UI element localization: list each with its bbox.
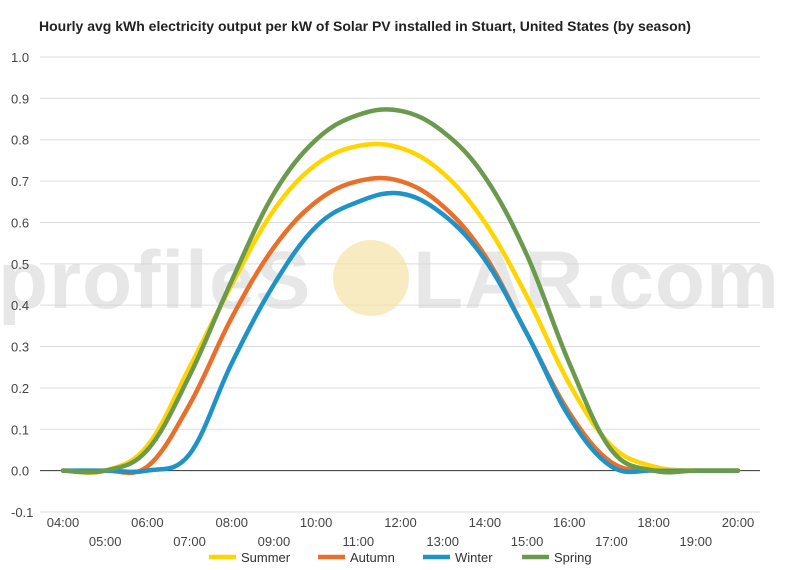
- y-tick-label: 0.1: [11, 422, 29, 437]
- x-tick-label: 04:00: [47, 515, 80, 530]
- legend-label-winter: Winter: [455, 550, 493, 565]
- series-line-summer: [60, 141, 741, 475]
- legend-label-summer: Summer: [241, 550, 291, 565]
- y-tick-label: 0.8: [11, 133, 29, 148]
- x-tick-label: 07:00: [173, 534, 206, 549]
- chart-title: Hourly avg kWh electricity output per kW…: [39, 18, 691, 34]
- x-tick-label: 14:00: [469, 515, 502, 530]
- x-tick-label: 10:00: [300, 515, 333, 530]
- x-tick-label: 17:00: [595, 534, 628, 549]
- x-tick-label: 06:00: [131, 515, 164, 530]
- watermark-text-right: LAR.com: [413, 235, 780, 326]
- x-tick-label: 20:00: [722, 515, 755, 530]
- series-line-spring: [60, 107, 741, 475]
- y-tick-label: 0.4: [11, 298, 29, 313]
- y-tick-label: 0.2: [11, 381, 29, 396]
- series-line-winter: [60, 190, 741, 475]
- x-tick-label: 13:00: [426, 534, 459, 549]
- y-tick-label: 0.9: [11, 91, 29, 106]
- x-tick-label: 19:00: [680, 534, 713, 549]
- watermark: profileS LAR.com: [0, 235, 780, 326]
- x-tick-label: 18:00: [637, 515, 670, 530]
- x-tick-label: 15:00: [511, 534, 544, 549]
- y-tick-label: 0.5: [11, 257, 29, 272]
- y-tick-label: 1.0: [11, 50, 29, 65]
- x-tick-label: 08:00: [215, 515, 248, 530]
- legend: Summer Autumn Winter Spring: [209, 550, 592, 565]
- watermark-text-left: profileS: [0, 235, 311, 326]
- y-tick-label: -0.1: [11, 505, 33, 520]
- legend-label-autumn: Autumn: [350, 550, 395, 565]
- y-axis: -0.1 0.0 0.1 0.2 0.3 0.4 0.5 0.6 0.7 0.8 0.9 1.0: [11, 50, 33, 520]
- y-tick-label: 0.7: [11, 174, 29, 189]
- series-lines: [60, 107, 741, 476]
- y-tick-label: 0.6: [11, 215, 29, 230]
- x-axis: 04:00 05:00 06:00 07:00 08:00 09:00 10:00 11:00…: [47, 515, 755, 549]
- x-tick-label: 12:00: [384, 515, 417, 530]
- watermark-sun-logo: [333, 240, 409, 316]
- x-tick-label: 05:00: [89, 534, 122, 549]
- y-tick-label: 0.0: [11, 464, 29, 479]
- series-line-autumn: [60, 175, 741, 476]
- x-tick-label: 16:00: [553, 515, 586, 530]
- y-tick-label: 0.3: [11, 340, 29, 355]
- legend-label-spring: Spring: [554, 550, 592, 565]
- x-tick-label: 11:00: [343, 534, 375, 549]
- x-tick-label: 09:00: [258, 534, 291, 549]
